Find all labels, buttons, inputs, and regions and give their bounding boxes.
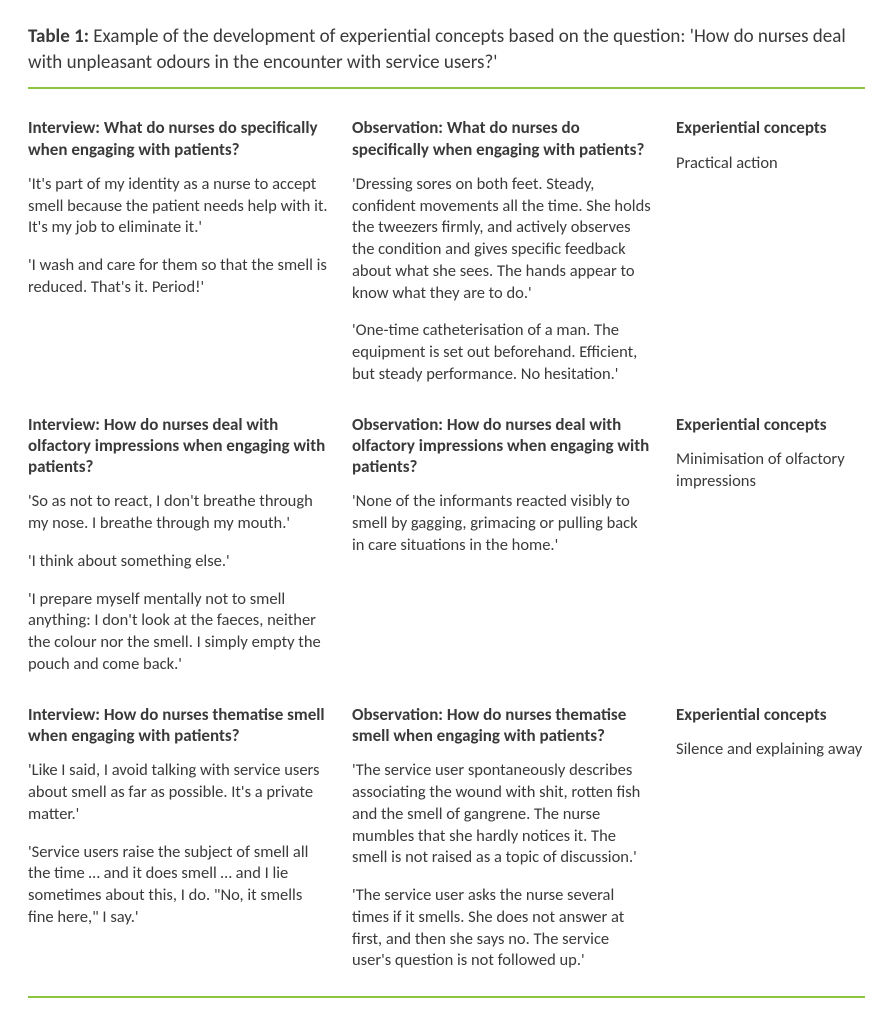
interview-quote: 'So as not to react, I don't breathe thr… <box>28 491 328 535</box>
observation-quote: 'Dressing sores on both feet. Steady, co… <box>352 174 652 305</box>
spacer <box>28 972 865 996</box>
concept-heading: Experiential concepts <box>676 704 865 725</box>
interview-quote: 'Service users raise the subject of smel… <box>28 842 328 929</box>
observation-quote: 'The service user asks the nurse several… <box>352 885 652 972</box>
interview-heading: Interview: What do nurses do specificall… <box>28 117 328 160</box>
concept-text: Practical action <box>676 153 865 175</box>
observation-quote: 'One-time catheterisation of a man. The … <box>352 320 652 385</box>
observation-cell: Observation: What do nurses do specifica… <box>352 89 652 385</box>
interview-heading: Interview: How do nurses deal with olfac… <box>28 414 328 478</box>
concept-cell: Experiential concepts Minimisation of ol… <box>676 386 865 676</box>
table-label: Table 1: <box>28 25 89 48</box>
table-page: Table 1: Example of the development of e… <box>0 0 893 1026</box>
table-body: Interview: What do nurses do specificall… <box>28 89 865 972</box>
interview-cell: Interview: How do nurses deal with olfac… <box>28 386 328 676</box>
concept-cell: Experiential concepts Silence and explai… <box>676 676 865 972</box>
concept-heading: Experiential concepts <box>676 414 865 435</box>
concept-text: Silence and explaining away <box>676 739 865 761</box>
observation-heading: Observation: How do nurses thematise sme… <box>352 704 652 747</box>
interview-quote: 'I wash and care for them so that the sm… <box>28 255 328 299</box>
observation-cell: Observation: How do nurses thematise sme… <box>352 676 652 972</box>
observation-heading: Observation: What do nurses do specifica… <box>352 117 652 160</box>
interview-quote: 'It's part of my identity as a nurse to … <box>28 174 328 239</box>
observation-heading: Observation: How do nurses deal with olf… <box>352 414 652 478</box>
interview-quote: 'Like I said, I avoid talking with servi… <box>28 760 328 825</box>
observation-quote: 'None of the informants reacted visibly … <box>352 491 652 556</box>
concept-cell: Experiential concepts Practical action <box>676 89 865 385</box>
interview-cell: Interview: How do nurses thematise smell… <box>28 676 328 972</box>
bottom-rule <box>28 996 865 998</box>
observation-quote: 'The service user spontaneously describe… <box>352 760 652 869</box>
concept-text: Minimisation of olfactory impressions <box>676 449 865 493</box>
interview-quote: 'I think about something else.' <box>28 551 328 573</box>
table-title-line: Table 1: Example of the development of e… <box>28 24 865 75</box>
interview-heading: Interview: How do nurses thematise smell… <box>28 704 328 747</box>
interview-cell: Interview: What do nurses do specificall… <box>28 89 328 385</box>
concept-heading: Experiential concepts <box>676 117 865 138</box>
interview-quote: 'I prepare myself mentally not to smell … <box>28 589 328 676</box>
observation-cell: Observation: How do nurses deal with olf… <box>352 386 652 676</box>
table-title: Example of the development of experienti… <box>28 25 846 74</box>
